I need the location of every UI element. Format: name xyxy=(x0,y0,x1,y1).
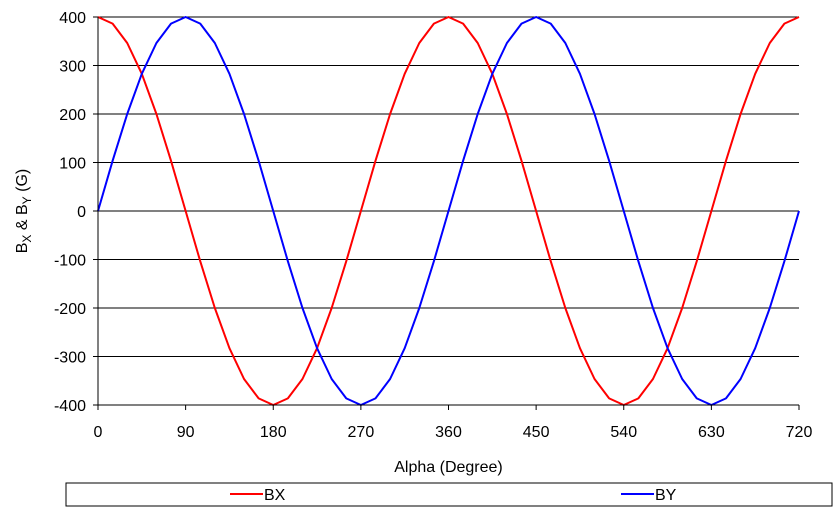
y-tick-label: 400 xyxy=(59,10,86,27)
y-tick-label: -400 xyxy=(54,398,86,415)
y-axis-title: BX & BY (G) xyxy=(14,169,34,253)
x-axis-title: Alpha (Degree) xyxy=(394,459,503,476)
x-tick-label: 90 xyxy=(177,424,195,441)
x-tick-label: 540 xyxy=(610,424,637,441)
x-tick-label: 720 xyxy=(786,424,813,441)
series-lines xyxy=(97,16,800,406)
y-tick-label: -200 xyxy=(54,301,86,318)
x-tick-label: 270 xyxy=(348,424,375,441)
legend-box xyxy=(65,482,833,507)
x-tick-label: 0 xyxy=(94,424,103,441)
y-axis-title-subscript-y: Y xyxy=(20,196,34,204)
legend-label-bx: BX xyxy=(264,487,286,504)
legend-items: BX BY xyxy=(230,487,677,504)
x-tick-label: 630 xyxy=(698,424,725,441)
y-tick-label: -300 xyxy=(54,350,86,367)
y-tick-label: 200 xyxy=(59,107,86,124)
x-tick-label: 450 xyxy=(523,424,550,441)
x-tick-label: 180 xyxy=(260,424,287,441)
y-tick-label: 100 xyxy=(59,156,86,173)
legend: BX BY xyxy=(65,482,833,507)
x-axis-ticks: 0 90 180 270 360 450 540 630 720 xyxy=(94,405,813,441)
series-line-by xyxy=(97,16,800,406)
y-tick-label: 0 xyxy=(77,204,86,221)
y-axis-title-part: B xyxy=(14,243,31,254)
y-tick-label: -100 xyxy=(54,253,86,270)
y-axis-title-part: & B xyxy=(14,204,31,234)
y-axis-title-part: (G) xyxy=(14,169,31,197)
y-tick-label: 300 xyxy=(59,59,86,76)
legend-label-by: BY xyxy=(655,487,677,504)
x-tick-label: 360 xyxy=(435,424,462,441)
series-line-bx xyxy=(97,16,800,406)
y-axis-ticks: 400 300 200 100 0 -100 -200 -300 -400 xyxy=(54,10,98,415)
y-axis-title-subscript-x: X xyxy=(20,235,34,243)
